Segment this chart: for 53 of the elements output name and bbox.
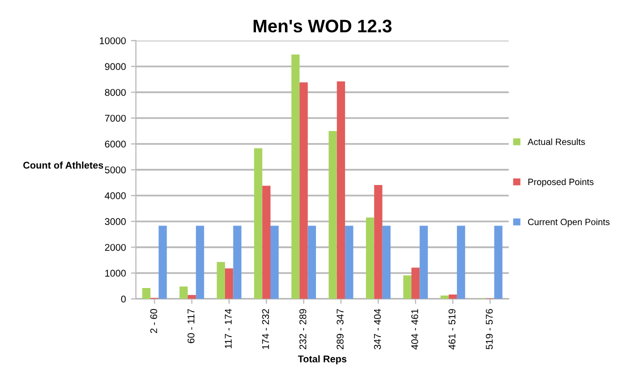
x-tick-label: 519 - 576 bbox=[486, 309, 493, 350]
bar bbox=[233, 226, 242, 299]
bar bbox=[158, 226, 167, 299]
x-tick-label: 174 - 232 bbox=[262, 309, 269, 349]
bar bbox=[225, 268, 234, 299]
y-tick-label: 8000 bbox=[104, 88, 126, 96]
y-tick-label: 7000 bbox=[105, 114, 126, 122]
bar bbox=[291, 54, 300, 299]
bar bbox=[374, 184, 382, 299]
x-tick-label: 404 - 461 bbox=[411, 309, 418, 350]
y-tick-label: 9000 bbox=[104, 63, 126, 70]
bar bbox=[300, 82, 308, 299]
y-tick-label: 6000 bbox=[105, 140, 126, 148]
x-tick-label: 117 - 174 bbox=[224, 308, 232, 348]
legend-label: Actual Results bbox=[528, 138, 585, 146]
y-tick-label: 2000 bbox=[105, 244, 126, 251]
y-tick-label: 3000 bbox=[104, 218, 126, 226]
bar bbox=[254, 148, 262, 299]
bar bbox=[216, 262, 225, 299]
x-tick-label: 461 - 519 bbox=[448, 309, 456, 350]
chart-title: Men's WOD 12.3 bbox=[254, 20, 392, 32]
bar bbox=[411, 268, 420, 299]
x-tick-label: 289 - 347 bbox=[336, 309, 344, 350]
bar bbox=[328, 130, 337, 299]
legend-label: Current Open Points bbox=[528, 218, 610, 227]
bar bbox=[456, 226, 466, 299]
y-axis-title: Count of Athletes bbox=[23, 162, 104, 169]
bar bbox=[196, 226, 204, 299]
legend-label: Proposed Points bbox=[528, 178, 594, 187]
y-tick-label: 4000 bbox=[104, 192, 126, 200]
y-tick-label: 0 bbox=[121, 296, 126, 303]
x-tick-label: 60 - 117 bbox=[188, 309, 194, 344]
bar bbox=[336, 81, 346, 299]
bar bbox=[270, 226, 279, 299]
bar bbox=[403, 275, 412, 299]
y-tick-label: 5000 bbox=[104, 166, 126, 174]
bar bbox=[448, 294, 457, 299]
bar bbox=[494, 226, 502, 299]
y-tick-label: 1000 bbox=[105, 270, 126, 277]
x-tick-label: 347 - 404 bbox=[374, 308, 381, 350]
bar bbox=[382, 226, 391, 299]
x-tick-label: 2 - 60 bbox=[150, 308, 158, 333]
y-tick-label: 10000 bbox=[100, 37, 126, 44]
bar bbox=[308, 226, 316, 299]
bar bbox=[366, 218, 374, 299]
bar bbox=[345, 226, 354, 299]
bar bbox=[262, 186, 270, 299]
bar bbox=[142, 288, 150, 299]
x-axis-title: Total Reps bbox=[298, 355, 346, 364]
bar bbox=[188, 295, 196, 299]
x-tick-label: 232 - 289 bbox=[299, 309, 306, 350]
bar bbox=[420, 226, 428, 299]
bar bbox=[180, 286, 188, 299]
